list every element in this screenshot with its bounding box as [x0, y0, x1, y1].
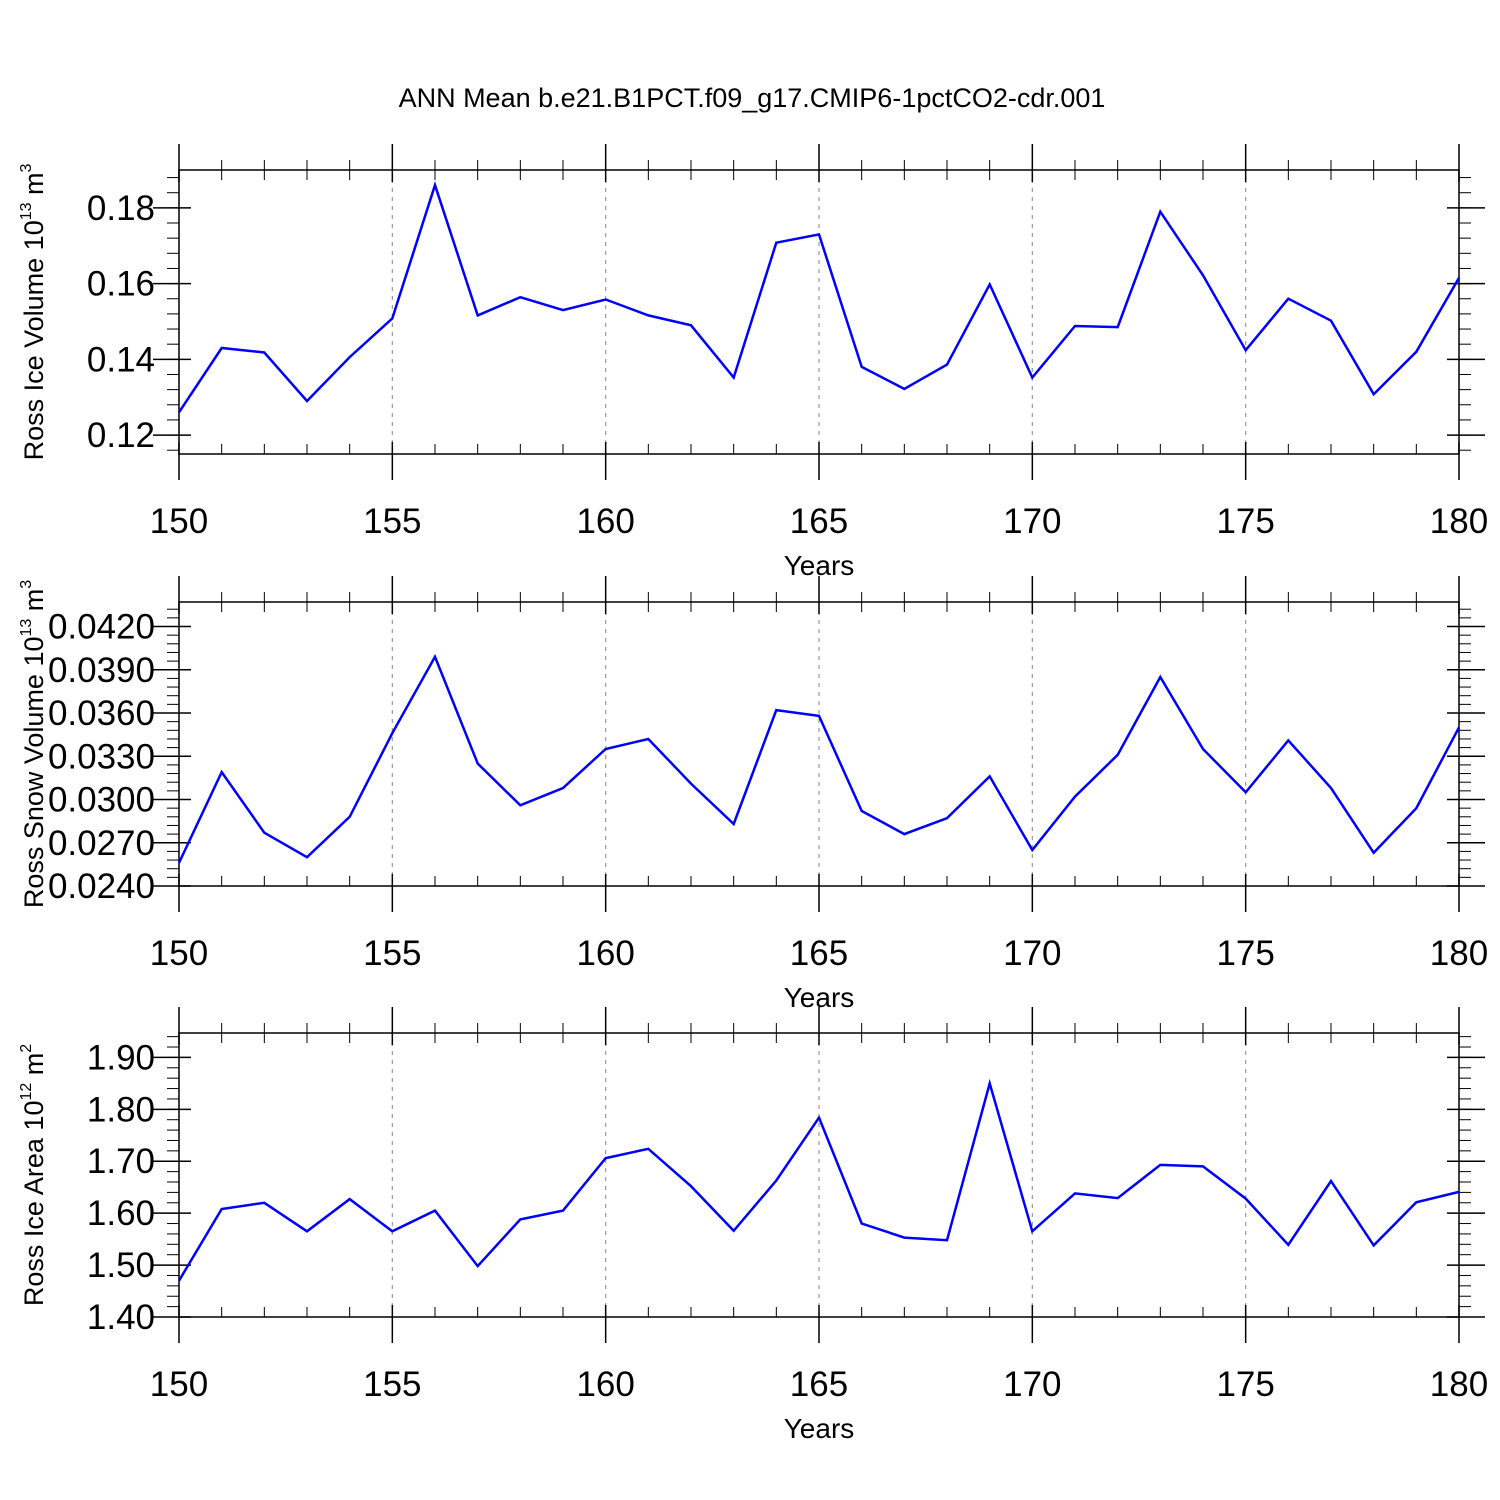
plot-frame	[178, 601, 1460, 887]
series-line	[177, 653, 1461, 864]
y-tick-label: 1.80	[87, 1090, 155, 1129]
x-tick-label: 170	[1003, 1365, 1061, 1404]
y-tick-label: 0.0360	[48, 694, 155, 733]
x-tick-label: 165	[790, 502, 848, 541]
figure-title: ANN Mean b.e21.B1PCT.f09_g17.CMIP6-1pctC…	[399, 83, 1106, 113]
plot-frame	[178, 169, 1460, 455]
panel-1: 150 155 160 165 170 175 180 0.12 0.14 0.16 0.18 Yea…	[18, 144, 1488, 581]
y-tick-label: 0.0330	[48, 737, 155, 776]
panel-2: 150 155 160 165 170 175 180 0.0240 0.0270 0.0300 0…	[18, 576, 1488, 1013]
y-tick-label: 0.0300	[48, 781, 155, 820]
y-tick-label: 0.0240	[48, 867, 155, 906]
x-tick-label: 160	[576, 1365, 634, 1404]
x-tick-label: 150	[150, 934, 208, 973]
x-tick-label: 150	[150, 502, 208, 541]
y-tick-label: 0.18	[87, 189, 155, 228]
series-line	[177, 1078, 1460, 1282]
y-tick-label: 0.0270	[48, 824, 155, 863]
x-tick-label: 155	[363, 1365, 421, 1404]
y-axis-label: Ross Ice Area 1012 m2	[18, 1044, 49, 1306]
x-tick-label: 180	[1430, 502, 1488, 541]
y-tick-label: 0.0390	[48, 651, 155, 690]
y-tick-label: 0.14	[87, 340, 155, 379]
y-axis-label: Ross Snow Volume 1013 m3	[18, 580, 49, 908]
panel-3: 150 155 160 165 170 175 180 1.40 1.50 1.60 1.70 1.8…	[18, 1007, 1488, 1444]
y-tick-label: 1.90	[87, 1038, 155, 1077]
series-line	[177, 181, 1461, 413]
x-tick-label: 165	[790, 934, 848, 973]
y-tick-label: 0.0420	[48, 608, 155, 647]
y-tick-label: 1.70	[87, 1142, 155, 1181]
y-tick-label: 1.40	[87, 1298, 155, 1337]
y-axis-label: Ross Ice Volume 1013 m3	[18, 163, 49, 460]
y-tick-label: 1.50	[87, 1246, 155, 1285]
x-tick-label: 160	[576, 502, 634, 541]
x-axis-label: Years	[784, 1413, 855, 1444]
x-tick-label: 165	[790, 1365, 848, 1404]
x-tick-label: 175	[1216, 502, 1274, 541]
x-tick-label: 175	[1216, 934, 1274, 973]
y-tick-label: 0.16	[87, 265, 155, 304]
x-tick-label: 180	[1430, 1365, 1488, 1404]
plot-frame	[178, 1032, 1460, 1318]
x-tick-label: 155	[363, 502, 421, 541]
panels: 150 155 160 165 170 175 180 0.12 0.14 0.16 0.18 Yea…	[18, 144, 1488, 1444]
x-tick-label: 160	[576, 934, 634, 973]
y-tick-label: 1.60	[87, 1194, 155, 1233]
x-tick-label: 155	[363, 934, 421, 973]
x-axis-label: Years	[784, 550, 855, 581]
y-tick-label: 0.12	[87, 416, 155, 455]
x-tick-label: 150	[150, 1365, 208, 1404]
x-tick-label: 170	[1003, 934, 1061, 973]
x-tick-label: 180	[1430, 934, 1488, 973]
x-tick-label: 170	[1003, 502, 1061, 541]
x-tick-label: 175	[1216, 1365, 1274, 1404]
